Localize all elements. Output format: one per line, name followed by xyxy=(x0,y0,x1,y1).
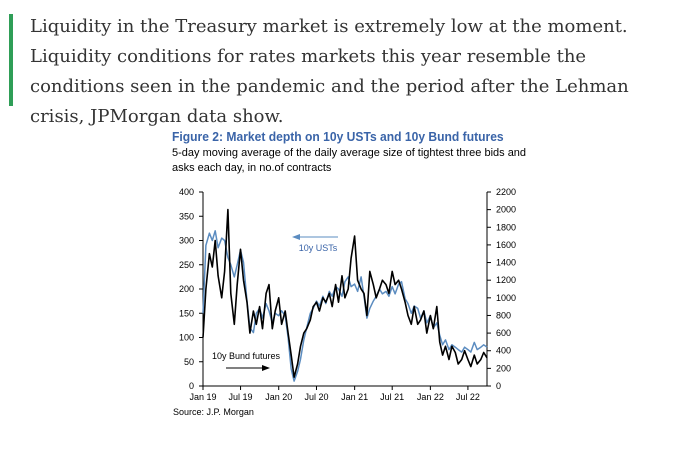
x-axis-tick-label: Jan 22 xyxy=(417,392,444,402)
chart-annotations: 10y USTs 10y Bund futures xyxy=(212,234,338,371)
chart-axes: 0 50 100 150 200 250 300 350 400 0 200 400 600 800 100… xyxy=(179,187,516,402)
figure-source: Source: J.P. Morgan xyxy=(173,407,254,417)
ust-arrow-head xyxy=(292,234,300,240)
right-axis-tick-label: 1200 xyxy=(496,275,516,285)
left-axis-tick-label: 0 xyxy=(189,381,194,391)
bund-annotation-label: 10y Bund futures xyxy=(212,351,281,361)
right-axis-tick-label: 0 xyxy=(496,381,501,391)
right-axis-tick-label: 1000 xyxy=(496,293,516,303)
right-axis-tick-label: 200 xyxy=(496,363,511,373)
x-axis-tick-label: Jul 22 xyxy=(456,392,480,402)
figure-title: Figure 2: Market depth on 10y USTs and 1… xyxy=(172,129,504,144)
x-axis-tick-label: Jul 20 xyxy=(304,392,328,402)
left-axis-tick-label: 350 xyxy=(179,211,194,221)
right-axis-tick-label: 1400 xyxy=(496,258,516,268)
chart-lines xyxy=(202,208,488,382)
left-axis-tick-label: 50 xyxy=(184,357,194,367)
ust-annotation-label: 10y USTs xyxy=(299,243,338,253)
right-axis-tick-label: 600 xyxy=(496,328,511,338)
x-axis-tick-label: Jan 21 xyxy=(341,392,368,402)
x-axis-tick-label: Jul 21 xyxy=(380,392,404,402)
left-axis-tick-label: 150 xyxy=(179,308,194,318)
bund-futures-series-line xyxy=(202,208,488,379)
x-axis-tick-label: Jul 19 xyxy=(229,392,253,402)
right-axis-tick-label: 2200 xyxy=(496,187,516,197)
figure-subtitle: 5-day moving average of the daily averag… xyxy=(172,147,527,174)
bund-arrow-head xyxy=(262,365,270,371)
right-axis-tick-label: 2000 xyxy=(496,205,516,215)
article-paragraph: Liquidity in the Treasury market is extr… xyxy=(30,16,629,127)
left-axis-tick-label: 250 xyxy=(179,260,194,270)
x-axis-tick-label: Jan 19 xyxy=(189,392,216,402)
right-axis-tick-label: 800 xyxy=(496,310,511,320)
left-axis-tick-label: 300 xyxy=(179,236,194,246)
left-axis-tick-label: 100 xyxy=(179,333,194,343)
left-axis-tick-label: 200 xyxy=(179,284,194,294)
left-axis-tick-label: 400 xyxy=(179,187,194,197)
right-axis-tick-label: 1600 xyxy=(496,240,516,250)
x-axis-tick-label: Jan 20 xyxy=(265,392,292,402)
right-axis-tick-label: 400 xyxy=(496,346,511,356)
quote-bar xyxy=(9,14,13,106)
right-axis-tick-label: 1800 xyxy=(496,222,516,232)
